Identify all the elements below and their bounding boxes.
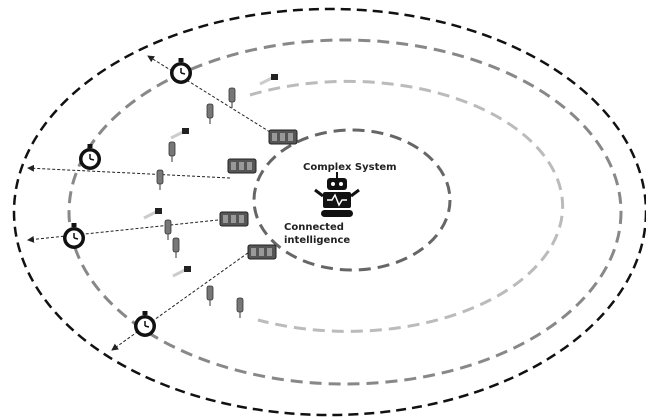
sensors xyxy=(142,72,280,319)
outer-ring xyxy=(12,7,646,417)
complex-system-label: Complex System xyxy=(303,162,397,173)
core-ring xyxy=(252,128,452,272)
robot-icon xyxy=(314,172,360,217)
inner-ring xyxy=(249,79,565,333)
connected-label: Connected xyxy=(284,222,344,233)
links xyxy=(27,55,271,351)
stopwatches xyxy=(62,57,193,338)
intelligence-label: intelligence xyxy=(284,235,350,246)
middle-ring xyxy=(67,38,623,386)
